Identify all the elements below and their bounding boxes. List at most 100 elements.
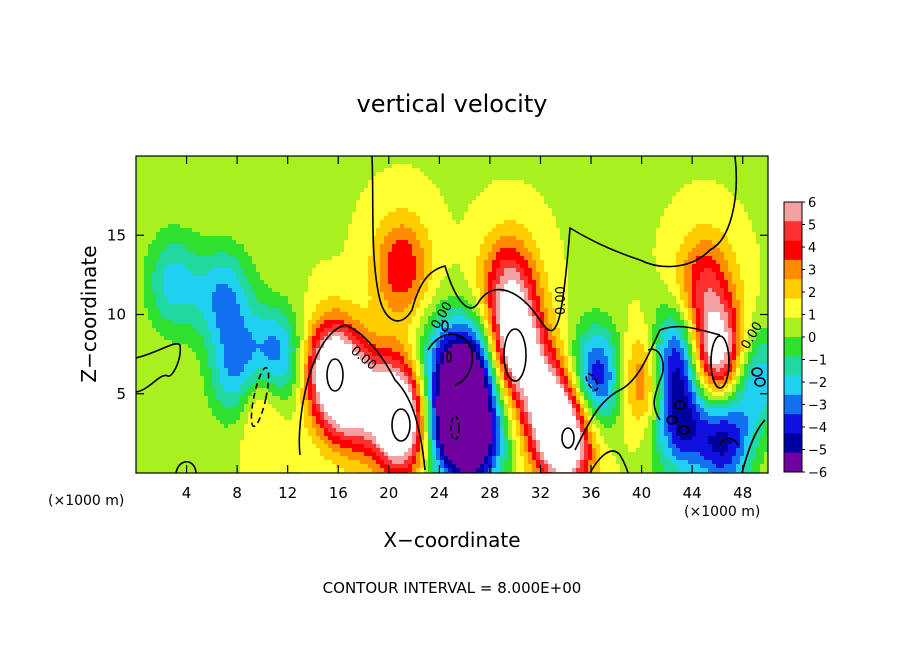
field-cell [664, 156, 669, 161]
field-cell [304, 236, 309, 241]
field-cell [156, 212, 161, 217]
field-cell [480, 280, 485, 285]
field-cell [468, 276, 473, 281]
field-cell [536, 248, 541, 253]
field-cell [644, 220, 649, 225]
field-cell [400, 224, 405, 229]
field-cell [668, 208, 673, 213]
field-cell [188, 216, 193, 221]
field-cell [464, 256, 469, 261]
field-cell [592, 180, 597, 185]
field-cell [332, 240, 337, 245]
field-cell [324, 208, 329, 213]
field-cell [292, 188, 297, 193]
field-cell [712, 244, 717, 249]
field-cell [680, 204, 685, 209]
field-cell [156, 164, 161, 169]
field-cell [356, 252, 361, 257]
field-cell [604, 204, 609, 209]
field-cell [192, 260, 197, 265]
field-cell [180, 224, 185, 229]
field-cell [228, 164, 233, 169]
field-cell [292, 180, 297, 185]
field-cell [244, 192, 249, 197]
field-cell [384, 204, 389, 209]
field-cell [712, 188, 717, 193]
field-cell [552, 160, 557, 165]
field-cell [160, 244, 165, 249]
field-cell [736, 208, 741, 213]
field-cell [152, 228, 157, 233]
field-cell [756, 264, 761, 269]
field-cell [316, 188, 321, 193]
field-cell [724, 224, 729, 229]
field-cell [540, 232, 545, 237]
field-cell [472, 196, 477, 201]
field-cell [432, 172, 437, 177]
field-cell [592, 192, 597, 197]
field-cell [372, 208, 377, 213]
field-cell [476, 240, 481, 245]
field-cell [404, 256, 409, 261]
field-cell [496, 212, 501, 217]
field-cell [708, 264, 713, 269]
field-cell [200, 172, 205, 177]
field-cell [352, 228, 357, 233]
field-cell [212, 280, 217, 285]
field-cell [420, 244, 425, 249]
field-cell [644, 156, 649, 161]
field-cell [760, 272, 765, 277]
field-cell [528, 228, 533, 233]
field-cell [224, 164, 229, 169]
field-cell [384, 252, 389, 257]
field-cell [272, 192, 277, 197]
field-cell [364, 164, 369, 169]
field-cell [484, 212, 489, 217]
field-cell [192, 168, 197, 173]
field-cell [204, 184, 209, 189]
field-cell [556, 244, 561, 249]
field-cell [352, 156, 357, 161]
field-cell [380, 168, 385, 173]
field-cell [424, 172, 429, 177]
field-cell [604, 236, 609, 241]
field-cell [440, 248, 445, 253]
field-cell [392, 188, 397, 193]
field-cell [540, 188, 545, 193]
field-cell [156, 216, 161, 221]
field-cell [224, 160, 229, 165]
field-cell [716, 212, 721, 217]
field-cell [416, 216, 421, 221]
field-cell [724, 276, 729, 281]
field-cell [624, 248, 629, 253]
field-cell [212, 276, 217, 281]
field-cell [548, 248, 553, 253]
field-cell [400, 216, 405, 221]
field-cell [740, 232, 745, 237]
field-cell [576, 172, 581, 177]
field-cell [328, 244, 333, 249]
field-cell [636, 276, 641, 281]
field-cell [476, 180, 481, 185]
field-cell [396, 276, 401, 281]
field-cell [500, 240, 505, 245]
field-cell [596, 224, 601, 229]
field-cell [348, 164, 353, 169]
field-cell [224, 252, 229, 257]
field-cell [200, 244, 205, 249]
field-cell [712, 224, 717, 229]
field-cell [536, 232, 541, 237]
field-cell [764, 272, 768, 277]
field-cell [608, 216, 613, 221]
field-cell [680, 180, 685, 185]
field-cell [556, 168, 561, 173]
field-cell [496, 280, 501, 285]
field-cell [604, 272, 609, 277]
field-cell [584, 184, 589, 189]
field-cell [636, 196, 641, 201]
field-cell [272, 220, 277, 225]
field-cell [260, 248, 265, 253]
field-cell [708, 192, 713, 197]
field-cell [192, 164, 197, 169]
field-cell [732, 236, 737, 241]
